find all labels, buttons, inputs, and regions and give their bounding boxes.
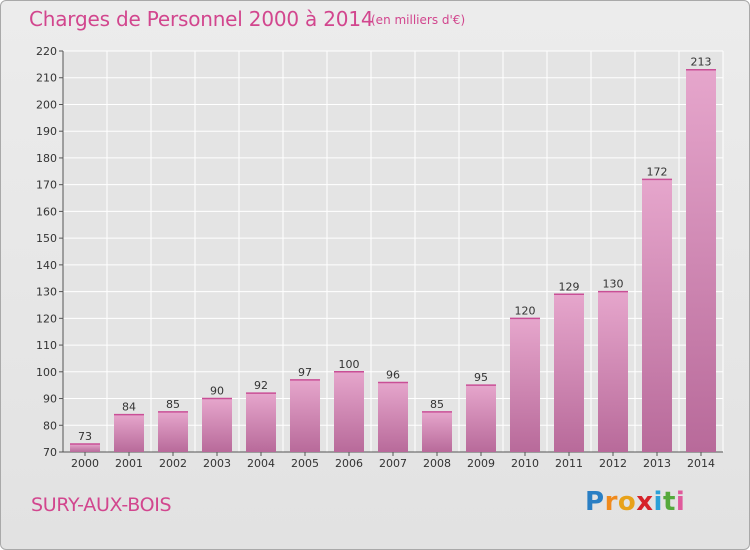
bar [554, 294, 584, 452]
x-tick-label: 2004 [247, 457, 275, 470]
data-label: 129 [559, 280, 580, 293]
x-tick-label: 2013 [643, 457, 671, 470]
data-label: 130 [603, 278, 624, 291]
logo-letter: i [675, 487, 686, 517]
x-tick-label: 2003 [203, 457, 231, 470]
y-tick-label: 140 [36, 259, 57, 272]
bar [686, 69, 716, 453]
bar [114, 414, 144, 452]
bar [642, 179, 672, 452]
proxiti-logo[interactable]: Proxiti [585, 487, 685, 517]
bar [290, 379, 320, 452]
chart-title: Charges de Personnel 2000 à 2014 [29, 7, 374, 31]
y-tick-label: 170 [36, 179, 57, 192]
data-label: 84 [122, 401, 136, 414]
bar [158, 411, 188, 452]
y-tick-label: 210 [36, 72, 57, 85]
x-tick-label: 2014 [687, 457, 715, 470]
logo-letter: P [585, 487, 605, 517]
y-tick-label: 160 [36, 205, 57, 218]
y-tick-label: 180 [36, 152, 57, 165]
bar [70, 443, 100, 452]
data-label: 100 [339, 358, 360, 371]
data-label: 96 [386, 368, 400, 381]
bar [466, 385, 496, 452]
data-label: 213 [691, 56, 712, 69]
x-tick-label: 2011 [555, 457, 583, 470]
x-tick-label: 2002 [159, 457, 187, 470]
x-tick-label: 2007 [379, 457, 407, 470]
data-label: 95 [474, 371, 488, 384]
x-tick-label: 2008 [423, 457, 451, 470]
logo-letter: t [662, 487, 676, 517]
bar [378, 382, 408, 452]
bar [510, 318, 540, 452]
bar [422, 411, 452, 452]
y-tick-label: 120 [36, 312, 57, 325]
commune-name: SURY-AUX-BOIS [31, 494, 172, 516]
x-tick-label: 2001 [115, 457, 143, 470]
y-tick-label: 80 [43, 419, 57, 432]
y-tick-label: 200 [36, 98, 57, 111]
data-label: 90 [210, 385, 224, 398]
y-tick-label: 110 [36, 339, 57, 352]
y-tick-label: 130 [36, 286, 57, 299]
chart-subtitle: (en milliers d'€) [371, 13, 466, 27]
bar [246, 393, 276, 452]
x-tick-label: 2006 [335, 457, 363, 470]
bar [202, 398, 232, 452]
y-tick-label: 90 [43, 393, 57, 406]
x-tick-label: 2000 [71, 457, 99, 470]
y-tick-label: 190 [36, 125, 57, 138]
logo-letter: r [604, 487, 618, 517]
y-tick-label: 100 [36, 366, 57, 379]
y-tick-label: 220 [36, 45, 57, 58]
logo-letter: o [617, 487, 637, 517]
data-label: 92 [254, 379, 268, 392]
data-label: 97 [298, 366, 312, 379]
y-tick-label: 150 [36, 232, 57, 245]
bar [598, 291, 628, 452]
data-label: 85 [166, 398, 180, 411]
x-tick-label: 2010 [511, 457, 539, 470]
x-tick-label: 2005 [291, 457, 319, 470]
logo-letter: i [653, 487, 663, 517]
data-label: 120 [515, 304, 536, 317]
logo-letter: x [636, 487, 654, 517]
data-label: 172 [647, 165, 668, 178]
y-tick-label: 70 [43, 446, 57, 459]
bar [334, 371, 364, 452]
data-label: 85 [430, 398, 444, 411]
data-label: 73 [78, 430, 92, 443]
x-tick-label: 2009 [467, 457, 495, 470]
x-tick-label: 2012 [599, 457, 627, 470]
